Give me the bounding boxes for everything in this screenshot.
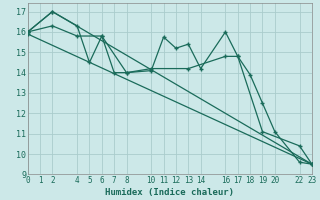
X-axis label: Humidex (Indice chaleur): Humidex (Indice chaleur) — [105, 188, 234, 197]
